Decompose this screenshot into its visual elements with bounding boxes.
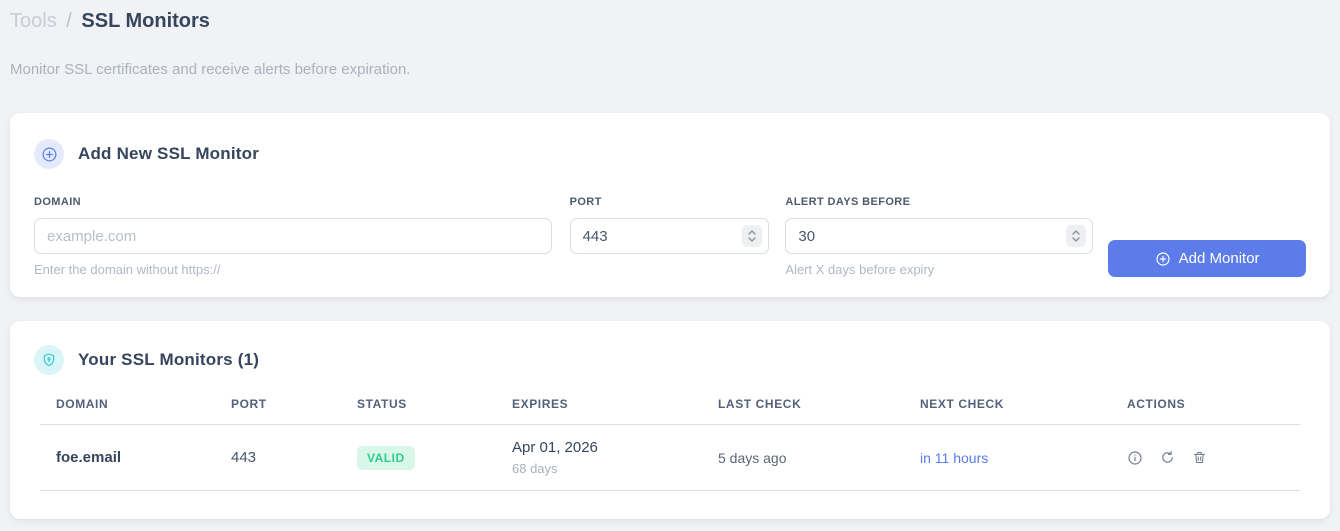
domain-label: DOMAIN: [34, 196, 82, 208]
alert-days-input[interactable]: [785, 218, 1094, 254]
delete-button[interactable]: [1192, 450, 1207, 465]
trash-icon: [1193, 451, 1206, 464]
refresh-icon: [1162, 451, 1173, 463]
plus-circle-icon: [1156, 251, 1170, 266]
monitor-expires-date: Apr 01, 2026: [512, 439, 598, 456]
status-badge: VALID: [357, 445, 415, 470]
monitors-table: DOMAIN PORT STATUS EXPIRES LAST CHECK NE…: [40, 391, 1300, 491]
info-icon: [1128, 450, 1142, 465]
header-status: STATUS: [341, 391, 496, 425]
add-monitor-button-label: Add Monitor: [1178, 250, 1260, 267]
page-title: SSL Monitors: [81, 10, 210, 32]
port-label: PORT: [569, 196, 602, 208]
header-domain: DOMAIN: [40, 391, 215, 425]
shield-lock-icon: [34, 345, 64, 375]
alert-days-stepper[interactable]: [1066, 225, 1087, 247]
breadcrumb-separator: /: [66, 10, 72, 32]
header-actions: ACTIONS: [1111, 391, 1300, 425]
header-expires: EXPIRES: [496, 391, 702, 425]
domain-help-text: Enter the domain without https://: [34, 262, 221, 277]
domain-input[interactable]: [34, 218, 552, 254]
page-subtitle: Monitor SSL certificates and receive ale…: [10, 61, 411, 78]
port-field-group: PORT: [569, 195, 770, 254]
add-monitor-title: Add New SSL Monitor: [78, 144, 260, 163]
domain-field-group: DOMAIN Enter the domain without https://: [34, 195, 552, 277]
alert-days-field-group: ALERT DAYS BEFORE Alert X days before ex…: [785, 195, 1094, 277]
table-row: foe.email 443 VALID Apr 01, 2026 68 days…: [40, 424, 1300, 491]
add-monitor-button[interactable]: Add Monitor: [1108, 240, 1307, 277]
port-input[interactable]: [569, 218, 770, 254]
alert-days-label: ALERT DAYS BEFORE: [785, 196, 911, 208]
add-monitor-form: DOMAIN Enter the domain without https://…: [34, 195, 1307, 277]
breadcrumb-tools[interactable]: Tools: [10, 10, 57, 32]
port-stepper[interactable]: [742, 225, 763, 247]
monitors-title: Your SSL Monitors (1): [78, 350, 260, 369]
ssl-monitors-page: Tools / SSL Monitors Monitor SSL certifi…: [10, 8, 1330, 519]
monitor-domain: foe.email: [40, 424, 215, 491]
monitors-card: Your SSL Monitors (1) DOMAIN PORT STATUS…: [10, 321, 1330, 519]
add-monitor-header: Add New SSL Monitor: [34, 139, 1306, 169]
monitor-next-check: in 11 hours: [904, 424, 1111, 491]
breadcrumb: Tools / SSL Monitors: [10, 8, 1330, 34]
table-header-row: DOMAIN PORT STATUS EXPIRES LAST CHECK NE…: [40, 391, 1300, 425]
row-actions: [1127, 450, 1300, 466]
alert-days-help-text: Alert X days before expiry: [785, 262, 935, 277]
monitor-last-check: 5 days ago: [702, 424, 904, 491]
monitors-header: Your SSL Monitors (1): [34, 345, 1306, 375]
info-button[interactable]: [1127, 450, 1143, 466]
refresh-button[interactable]: [1160, 450, 1175, 465]
plus-circle-icon: [34, 139, 64, 169]
monitor-expires-days: 68 days: [512, 461, 558, 476]
header-port: PORT: [215, 391, 341, 425]
add-monitor-card: Add New SSL Monitor DOMAIN Enter the dom…: [10, 113, 1330, 297]
header-next-check: NEXT CHECK: [904, 391, 1111, 425]
monitor-port: 443: [215, 424, 341, 491]
header-last-check: LAST CHECK: [702, 391, 904, 425]
